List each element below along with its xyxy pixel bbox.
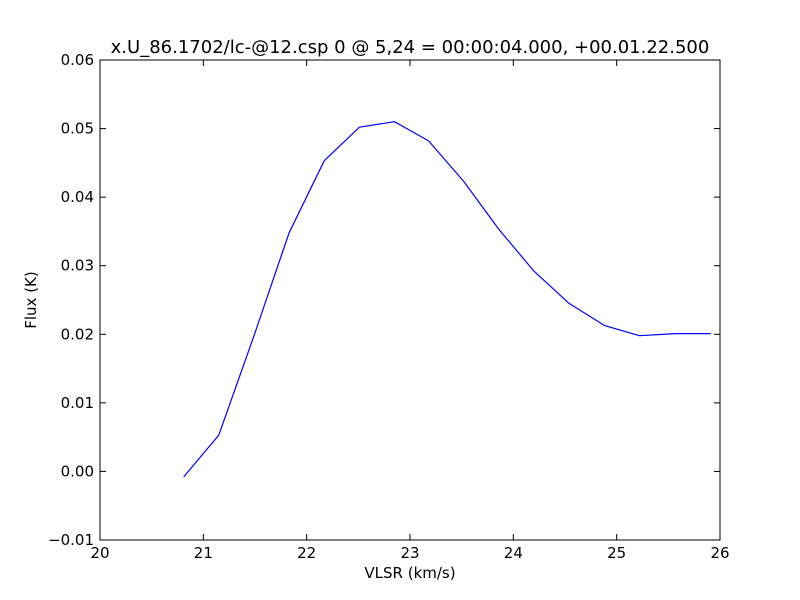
x-axis-label: VLSR (km/s): [364, 564, 455, 582]
plot-frame: [99, 59, 721, 541]
y-tick-label: 0.00: [61, 462, 94, 480]
y-tick-label: 0.04: [61, 188, 94, 206]
y-tick-label: 0.05: [61, 120, 94, 138]
y-tick-label: 0.03: [61, 257, 94, 275]
x-tick-label: 24: [504, 544, 523, 562]
chart-title: x.U_86.1702/lc-@12.csp 0 @ 5,24 = 00:00:…: [111, 37, 710, 58]
y-tick-label: 0.06: [61, 51, 94, 69]
y-axis-label: Flux (K): [22, 271, 40, 329]
x-tick-label: 22: [297, 544, 316, 562]
ticks-layer: 20 21 22 23 24 25 26 −0.01 0.00 0.01 0.02 0.03 0.04 0…: [48, 51, 730, 562]
x-tick-label: 25: [607, 544, 626, 562]
x-tick-label: 21: [194, 544, 213, 562]
y-tick-label: 0.01: [61, 394, 94, 412]
y-tick-label: −0.01: [48, 531, 94, 549]
series-line: [183, 121, 711, 478]
x-tick-label: 20: [90, 544, 109, 562]
series-layer: [183, 121, 711, 478]
x-tick-label: 23: [400, 544, 419, 562]
y-tick-label: 0.02: [61, 325, 94, 343]
x-tick-label: 26: [710, 544, 729, 562]
